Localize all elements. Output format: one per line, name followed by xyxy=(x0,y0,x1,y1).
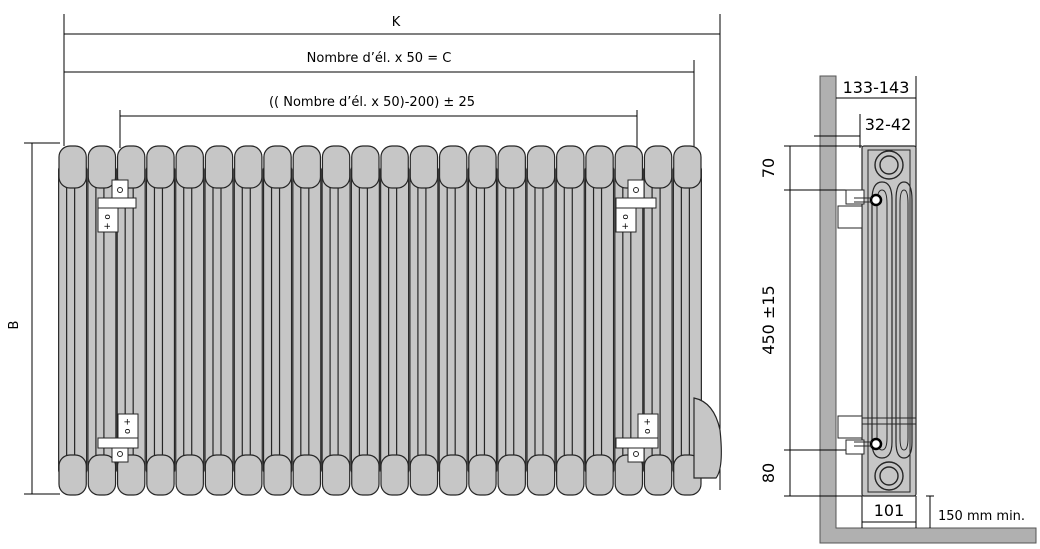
dim-b-label: B xyxy=(7,321,22,330)
dim-top-label: 70 xyxy=(759,158,778,178)
dim-wall-gap-label: 32-42 xyxy=(865,115,912,134)
bottom-right-bracket: o + xyxy=(615,413,659,463)
dim-width-label: 101 xyxy=(874,501,905,520)
radiator-section xyxy=(175,145,205,496)
dim-middle-label: 450 ±15 xyxy=(759,285,778,354)
svg-text:o +: o + xyxy=(643,418,653,434)
radiator-section xyxy=(116,145,146,496)
radiator-section xyxy=(292,145,322,496)
side-top-bracket xyxy=(837,189,883,229)
bottom-left-bracket: o + xyxy=(97,413,139,463)
radiator-section xyxy=(614,145,644,496)
dim-bracket-label: (( Nombre d’él. x 50)-200) ± 25 xyxy=(269,95,475,110)
dimension-k: K xyxy=(63,14,721,490)
side-bottom-bracket xyxy=(837,415,883,455)
dimension-b: B xyxy=(7,142,60,495)
radiator-section xyxy=(380,145,410,496)
dimension-c: Nombre d’él. x 50 = C xyxy=(64,51,695,148)
radiator-section xyxy=(584,145,615,496)
radiator-section xyxy=(87,145,117,496)
svg-text:+ o: + o xyxy=(103,214,113,230)
dim-c-label: Nombre d’él. x 50 = C xyxy=(307,51,452,66)
radiator-section xyxy=(467,145,498,496)
radiator-section xyxy=(672,145,702,496)
dim-floor-label: 150 mm min. xyxy=(938,509,1025,524)
top-right-bracket: + o xyxy=(615,179,657,233)
radiator-section xyxy=(58,145,88,496)
radiator-section xyxy=(145,145,176,496)
svg-text:o +: o + xyxy=(123,418,133,434)
svg-text:+ o: + o xyxy=(621,214,631,230)
side-view: 133-143 32-42 70 450 ±15 80 xyxy=(759,75,1037,544)
dimension-bracket-spacing: (( Nombre d’él. x 50)-200) ± 25 xyxy=(119,95,638,148)
radiator-side-body xyxy=(861,145,917,497)
radiator-section xyxy=(438,145,468,496)
radiator-section xyxy=(643,145,673,496)
radiator-section xyxy=(526,145,556,496)
radiator-section xyxy=(233,145,263,496)
radiator-section xyxy=(204,145,234,496)
radiator-section xyxy=(321,145,351,496)
wall xyxy=(819,75,1037,544)
top-left-bracket: + o xyxy=(97,179,137,233)
dim-bottom-label: 80 xyxy=(759,463,778,483)
radiator-section xyxy=(262,145,293,496)
valve-cap xyxy=(693,397,722,479)
dim-k-label: K xyxy=(392,15,401,30)
dim-depth-label: 133-143 xyxy=(843,78,910,97)
radiator-section xyxy=(409,145,439,496)
radiator-section xyxy=(555,145,585,496)
radiator-section xyxy=(350,145,380,496)
radiator-section xyxy=(497,145,527,496)
radiator-front-view xyxy=(58,145,702,496)
